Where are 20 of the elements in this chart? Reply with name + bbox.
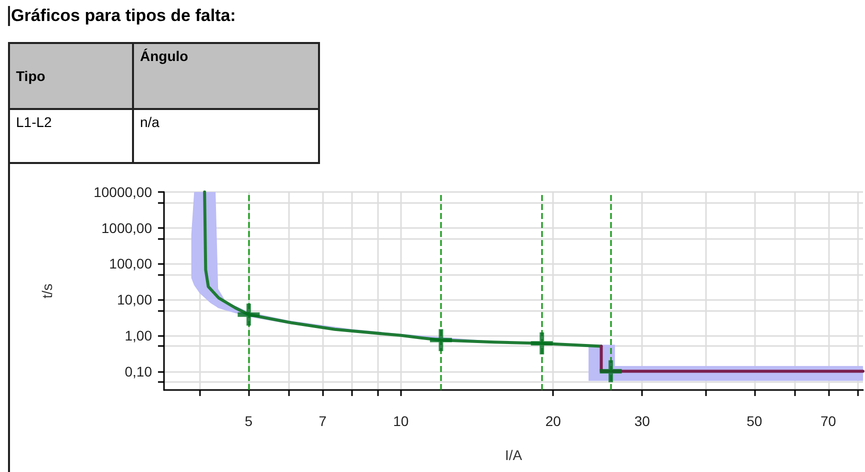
- x-tick-label: 30: [634, 413, 650, 429]
- text: n/a: [133, 109, 319, 163]
- y-tick-label: 10000,00: [94, 184, 152, 200]
- x-tick-label: 20: [545, 413, 562, 429]
- x-axis-title: I/A: [504, 447, 523, 463]
- x-tick-label: 7: [318, 413, 327, 429]
- x-tick-label: 50: [746, 413, 762, 429]
- x-tick-label: 10: [393, 413, 409, 429]
- y-tick-label: 0,10: [124, 363, 152, 380]
- y-axis-title: t/s: [39, 284, 55, 298]
- text: Tipo: [9, 43, 133, 109]
- text: L1-L2: [9, 109, 133, 163]
- x-tick-label: 70: [820, 413, 836, 429]
- y-tick-label: 1,00: [124, 327, 152, 344]
- chart-title: Gráficos para tipos de falta:: [8, 6, 236, 26]
- y-tick-label: 100,00: [109, 256, 152, 272]
- text: Ángulo: [133, 43, 319, 109]
- x-tick-label: 5: [244, 413, 253, 429]
- y-tick-label: 1000,00: [101, 220, 152, 236]
- y-tick-label: 10,00: [116, 292, 152, 308]
